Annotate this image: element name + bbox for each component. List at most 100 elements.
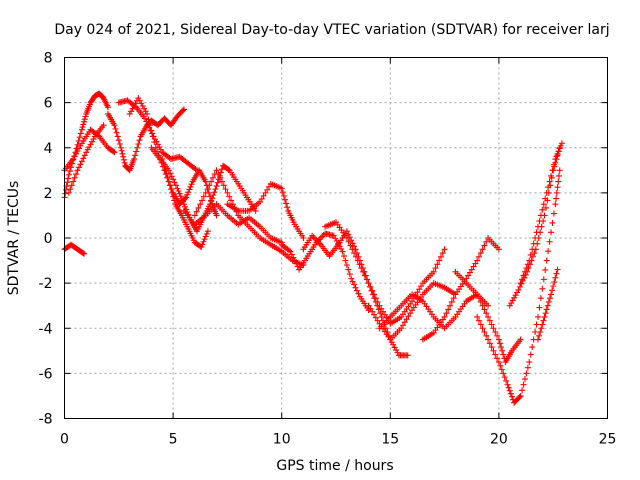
data-point: [486, 317, 493, 324]
data-point: [208, 198, 215, 205]
data-point: [65, 171, 72, 178]
data-point: [517, 280, 524, 287]
data-point: [222, 186, 229, 193]
data-point: [77, 142, 84, 149]
data-point: [110, 148, 117, 155]
data-point: [167, 170, 174, 177]
data-point: [358, 265, 365, 272]
data-point: [521, 268, 528, 275]
data-point: [352, 284, 359, 291]
data-point: [142, 108, 149, 115]
data-point: [278, 185, 285, 192]
data-point: [537, 295, 544, 302]
data-point: [118, 147, 125, 154]
data-point: [338, 245, 345, 252]
data-point: [533, 321, 540, 328]
data-point: [203, 230, 210, 237]
data-point: [512, 292, 519, 299]
data-point: [73, 171, 80, 178]
data-point: [65, 175, 72, 182]
data-point: [120, 156, 127, 163]
data-point: [186, 186, 193, 193]
data-point: [171, 197, 178, 204]
data-point: [515, 286, 522, 293]
data-point: [76, 134, 83, 141]
data-point: [430, 268, 437, 275]
data-point: [536, 332, 543, 339]
data-point: [401, 319, 408, 326]
data-point: [497, 362, 504, 369]
data-point: [532, 329, 539, 336]
data-point: [436, 257, 443, 264]
data-point: [367, 305, 374, 312]
data-point: [518, 280, 525, 287]
series-arc-1: [61, 241, 88, 257]
data-point: [78, 158, 85, 165]
data-point: [365, 280, 372, 287]
data-point: [516, 283, 523, 290]
data-point: [529, 344, 536, 351]
data-point: [114, 133, 121, 140]
data-point: [542, 266, 549, 273]
data-point: [530, 240, 537, 247]
data-point: [157, 146, 164, 153]
data-point: [477, 321, 484, 328]
data-point: [349, 278, 356, 285]
data-point: [154, 141, 161, 148]
data-point: [479, 325, 486, 332]
data-point: [81, 152, 88, 159]
data-point: [553, 153, 560, 160]
data-point: [206, 182, 213, 189]
series-arc-22: [517, 140, 565, 287]
data-point: [291, 257, 298, 264]
plot-frame: [64, 57, 608, 419]
data-point: [79, 124, 86, 131]
data-point: [465, 272, 472, 279]
data-point: [505, 384, 512, 391]
data-point: [495, 336, 502, 343]
data-point: [65, 189, 72, 196]
data-point: [104, 104, 111, 111]
data-point: [77, 161, 84, 168]
data-point: [495, 359, 502, 366]
data-point: [100, 122, 107, 129]
data-point: [256, 198, 263, 205]
data-point: [539, 321, 546, 328]
data-point: [141, 105, 148, 112]
data-point: [508, 300, 515, 307]
data-point: [330, 232, 337, 239]
data-point: [284, 204, 291, 211]
data-point: [542, 195, 549, 202]
data-point: [266, 183, 273, 190]
x-tick-label: 15: [381, 432, 399, 448]
data-point: [202, 189, 209, 196]
series-arc-17: [376, 291, 492, 332]
data-point: [133, 148, 140, 155]
data-point: [508, 393, 515, 400]
data-point: [179, 107, 186, 114]
data-point: [117, 144, 124, 151]
data-point: [407, 310, 414, 317]
data-point: [371, 291, 378, 298]
data-point: [125, 166, 132, 173]
data-point: [472, 260, 479, 267]
data-point: [437, 253, 444, 260]
data-point: [448, 298, 455, 305]
data-point: [520, 272, 527, 279]
data-point: [345, 266, 352, 273]
data-point: [483, 310, 490, 317]
data-point: [78, 126, 85, 133]
data-point: [526, 257, 533, 264]
data-point: [494, 332, 501, 339]
data-point: [363, 276, 370, 283]
data-point: [498, 344, 505, 351]
data-point: [81, 118, 88, 125]
data-point: [475, 253, 482, 260]
data-point: [516, 394, 523, 401]
data-point: [485, 302, 492, 309]
data-point: [416, 286, 423, 293]
data-point: [552, 156, 559, 163]
data-point: [176, 190, 183, 197]
data-point: [87, 141, 94, 148]
data-point: [546, 178, 553, 185]
